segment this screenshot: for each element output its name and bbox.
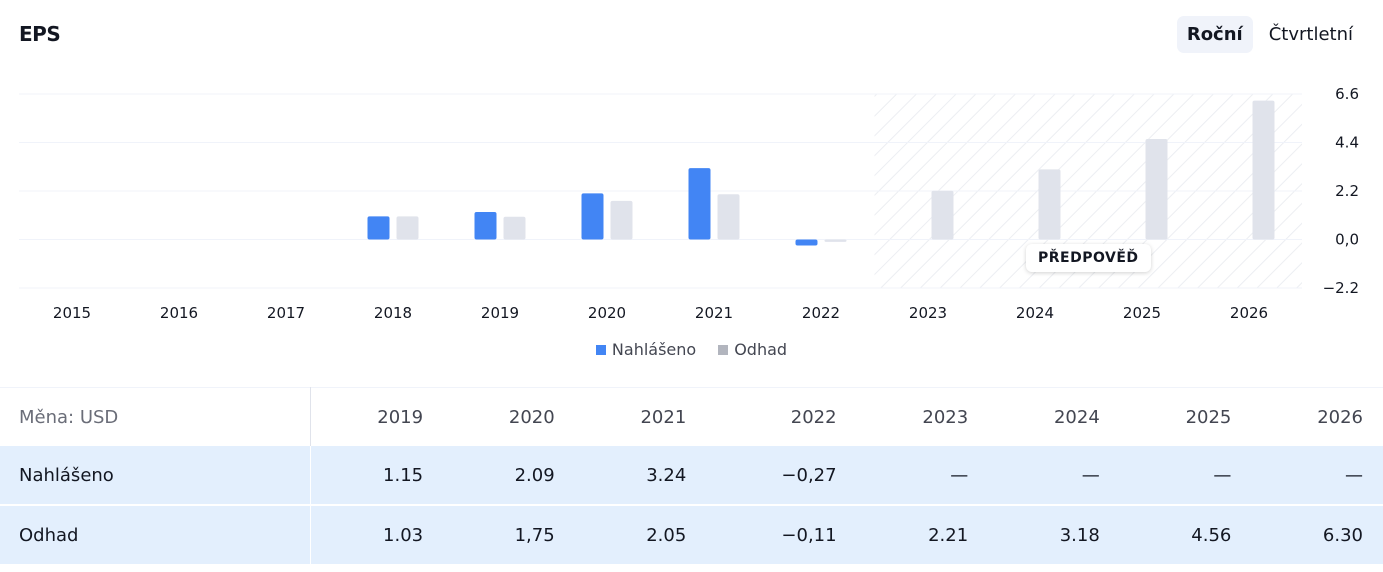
eps-chart: 2015 2016 2017 2018 2019 2020 2021 2022 2023 2024… <box>19 85 1359 322</box>
y-tick-label: 6.6 <box>1335 85 1359 103</box>
bar-estimate[interactable] <box>1038 169 1061 240</box>
table-cell: 4.56 <box>1119 504 1252 564</box>
legend-swatch-reported <box>595 344 606 355</box>
bar-estimate[interactable] <box>503 216 526 240</box>
bar-reported[interactable] <box>581 193 604 240</box>
table-cell: — <box>1213 464 1232 486</box>
x-tick-label: 2016 <box>160 304 198 322</box>
table-cell: 1.03 <box>310 504 444 564</box>
year-header: 2026 <box>1251 387 1383 446</box>
y-tick-label: 2.2 <box>1335 182 1359 200</box>
table-cell: 3.24 <box>646 464 687 486</box>
legend-label: Odhad <box>734 340 788 359</box>
legend-item-reported[interactable]: Nahlášeno <box>595 340 697 359</box>
x-tick-label: 2015 <box>53 304 91 322</box>
table-cell: −0,11 <box>706 504 857 564</box>
y-tick-label: 0,0 <box>1335 231 1359 249</box>
year-header: 2020 <box>443 387 575 446</box>
currency-label: Měna: USD <box>0 387 311 446</box>
year-header: 2023 <box>856 387 989 446</box>
bar-estimate[interactable] <box>1252 100 1275 240</box>
legend-swatch-estimate <box>718 344 729 355</box>
bar-estimate[interactable] <box>396 216 419 240</box>
table-cell: 1.15 <box>383 464 424 486</box>
row-label: Nahlášeno <box>0 446 311 505</box>
table-cell: −0,27 <box>781 464 837 486</box>
x-tick-label: 2018 <box>374 304 412 322</box>
year-header: 2025 <box>1119 387 1252 446</box>
y-tick-label: −2.2 <box>1323 279 1359 297</box>
eps-table: Měna: USD 2019 2020 2021 2022 2023 2024 … <box>0 387 1383 564</box>
x-tick-label: 2026 <box>1230 304 1268 322</box>
table-cell: — <box>1345 464 1363 486</box>
table-cell: 2.09 <box>514 464 555 486</box>
year-header: 2022 <box>706 387 857 446</box>
page-title: EPS <box>19 22 61 46</box>
x-tick-label: 2017 <box>267 304 305 322</box>
x-tick-label: 2025 <box>1123 304 1161 322</box>
table-row: Odhad 1.03 1,75 2.05 −0,11 2.21 3.18 4.5… <box>0 504 1383 564</box>
table-cell: 2.21 <box>856 504 989 564</box>
table-cell: — <box>1081 464 1100 486</box>
table-cell: 3.18 <box>988 504 1120 564</box>
table-cell: 6.30 <box>1251 504 1383 564</box>
x-tick-label: 2021 <box>695 304 733 322</box>
year-header: 2024 <box>988 387 1120 446</box>
legend-label: Nahlášeno <box>611 340 697 359</box>
year-header: 2019 <box>310 387 444 446</box>
bar-reported[interactable] <box>795 239 818 246</box>
row-label: Odhad <box>0 504 311 564</box>
x-tick-label: 2022 <box>802 304 840 322</box>
x-tick-label: 2020 <box>588 304 626 322</box>
legend-item-estimate[interactable]: Odhad <box>718 340 787 359</box>
table-cell: 1,75 <box>443 504 575 564</box>
annual-tab[interactable]: Roční <box>1176 16 1253 53</box>
y-tick-label: 4.4 <box>1335 134 1359 152</box>
table-row: Nahlášeno 1.15 2.09 3.24 −0,27 — — — — <box>0 446 1383 505</box>
forecast-badge: PŘEDPOVĚĎ <box>1026 244 1151 272</box>
x-tick-label: 2024 <box>1016 304 1054 322</box>
x-tick-label: 2019 <box>481 304 519 322</box>
bar-reported[interactable] <box>474 211 497 240</box>
table-cell: — <box>950 464 969 486</box>
year-header: 2021 <box>574 387 707 446</box>
bar-estimate[interactable] <box>610 200 633 240</box>
quarterly-tab[interactable]: Čtvrtletní <box>1268 24 1353 45</box>
table-cell: 2.05 <box>574 504 707 564</box>
table-header-row: Měna: USD 2019 2020 2021 2022 2023 2024 … <box>0 387 1383 446</box>
bar-reported[interactable] <box>688 168 711 240</box>
bar-estimate[interactable] <box>824 239 847 242</box>
chart-legend: Nahlášeno Odhad <box>0 340 1383 359</box>
bar-estimate[interactable] <box>931 190 954 240</box>
x-tick-label: 2023 <box>909 304 947 322</box>
period-toggle: Roční Čtvrtletní <box>1176 16 1363 53</box>
bar-estimate[interactable] <box>1145 138 1168 240</box>
bar-reported[interactable] <box>367 216 390 240</box>
bar-estimate[interactable] <box>717 194 740 240</box>
